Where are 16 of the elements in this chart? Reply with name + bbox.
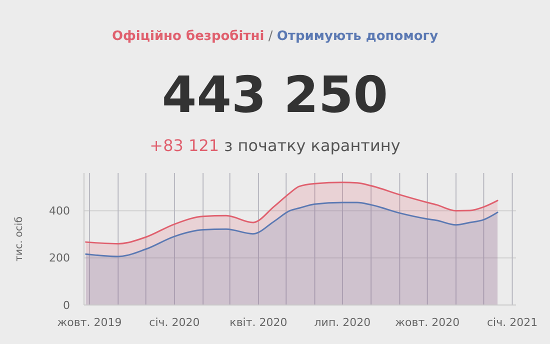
y-tick-label: 400 [49, 204, 70, 218]
text: Отримують допомогу [276, 29, 439, 44]
y-tick-label: 0 [63, 298, 70, 312]
text: +83 121 [150, 136, 220, 155]
x-tick-label: жовт. 2019 [57, 316, 122, 329]
x-tick-label: січ. 2020 [149, 316, 200, 329]
x-tick-label: квіт. 2020 [230, 316, 288, 329]
x-tick-label: січ. 2021 [487, 316, 538, 329]
x-tick-label: жовт. 2020 [395, 316, 460, 329]
x-tick-label: лип. 2020 [314, 316, 371, 329]
y-tick-label: 200 [49, 252, 70, 265]
text: / [264, 29, 277, 44]
chart-title: 443 250 [162, 66, 388, 124]
text: з початку карантину [219, 136, 400, 155]
text: Офіційно безробітні [112, 29, 264, 44]
y-axis-title: тис. осіб [14, 216, 25, 262]
